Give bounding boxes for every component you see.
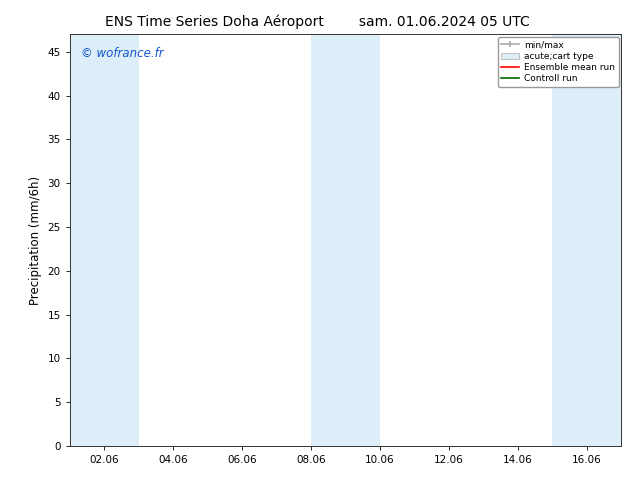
Bar [70,34,139,446]
Bar [311,34,380,446]
Legend: min/max, acute;cart type, Ensemble mean run, Controll run: min/max, acute;cart type, Ensemble mean … [498,37,619,87]
Bar [552,34,621,446]
Text: ENS Time Series Doha Aéroport        sam. 01.06.2024 05 UTC: ENS Time Series Doha Aéroport sam. 01.06… [105,15,529,29]
Text: © wofrance.fr: © wofrance.fr [81,47,164,60]
Y-axis label: Precipitation (mm/6h): Precipitation (mm/6h) [29,175,42,305]
